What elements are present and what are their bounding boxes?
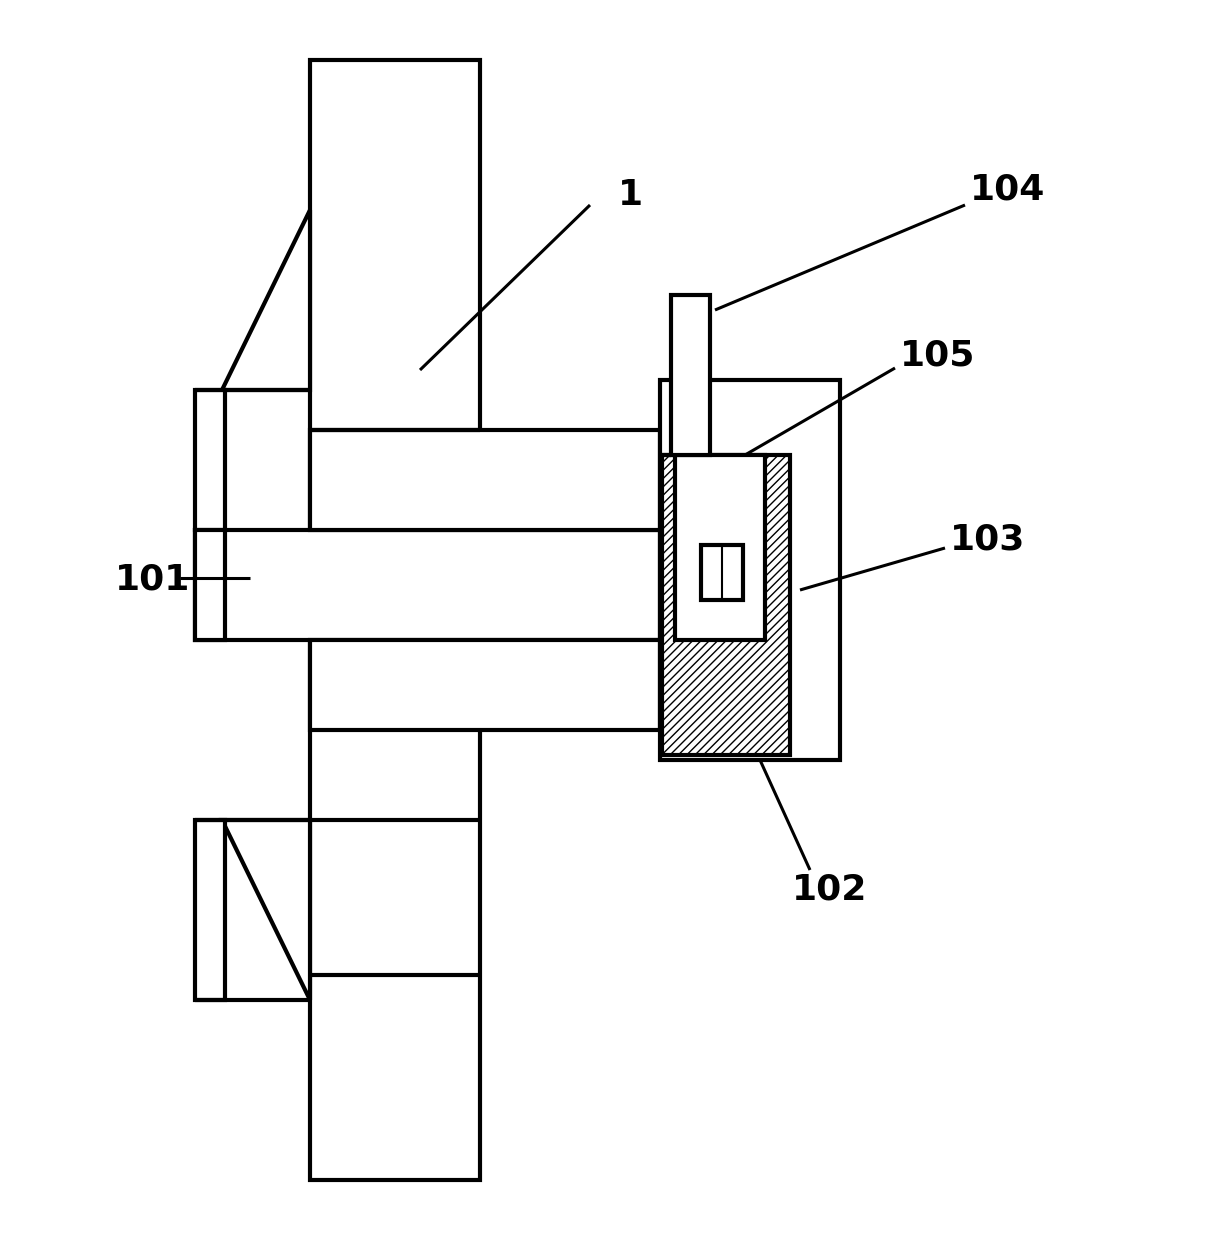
Text: 102: 102 <box>792 873 868 907</box>
Text: 101: 101 <box>115 562 190 597</box>
Bar <box>662 455 790 754</box>
Polygon shape <box>222 209 309 390</box>
Bar <box>309 430 659 530</box>
Polygon shape <box>222 821 309 1000</box>
Bar <box>659 380 840 759</box>
Text: 1: 1 <box>618 178 642 212</box>
Bar <box>675 455 765 640</box>
Bar <box>309 640 659 729</box>
Bar <box>670 296 710 455</box>
Bar <box>701 545 743 600</box>
Bar <box>195 530 659 640</box>
Bar <box>195 821 225 1000</box>
Text: 103: 103 <box>950 522 1025 557</box>
Text: 105: 105 <box>900 338 975 372</box>
Bar <box>309 60 480 1180</box>
Bar <box>195 390 225 530</box>
Text: 104: 104 <box>970 173 1045 207</box>
Bar <box>195 530 225 640</box>
